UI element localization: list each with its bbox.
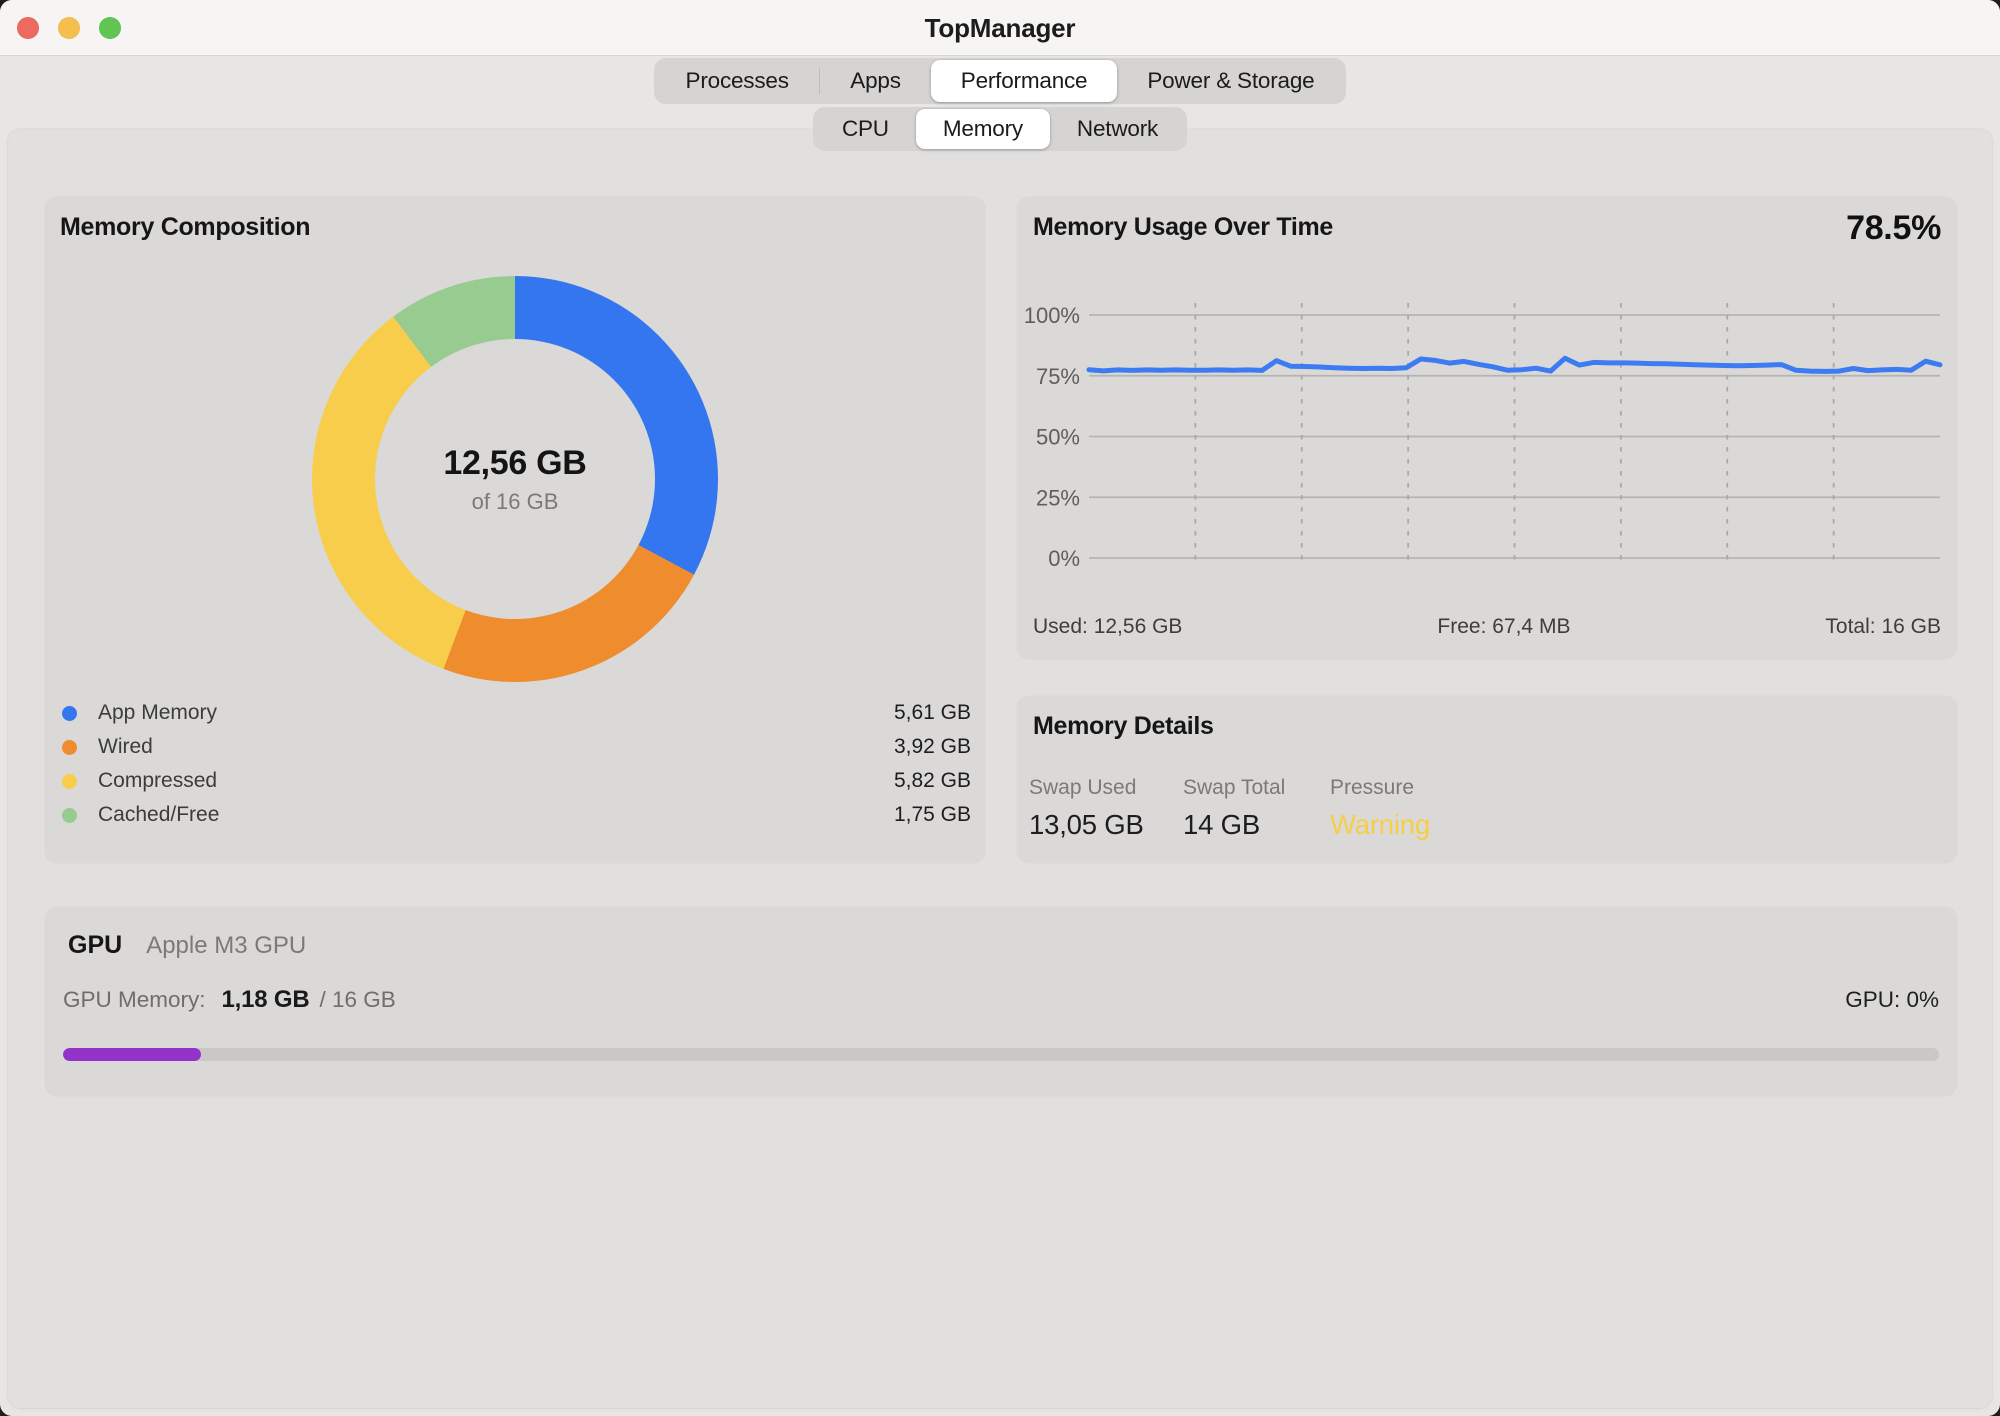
memory-usage-panel: Memory Usage Over Time 78.5% 100% 75% 50% 2… [1017,197,1957,659]
usage-used-stat: Used: 12,56 GB [1033,615,1183,638]
svg-text:25%: 25% [1036,485,1080,510]
sub-tab-bar: CPU Memory Network [0,107,2000,151]
usage-total-stat: Total: 16 GB [1825,615,1941,638]
gpu-name: Apple M3 GPU [146,932,307,959]
legend-dot-cached-free [62,807,77,823]
legend-value: 5,61 GB [893,701,971,724]
traffic-lights [17,0,121,56]
memory-used-value: 12,56 GB [443,443,587,482]
legend-row-wired: Wired 3,92 GB [62,730,971,764]
legend-value: 1,75 GB [893,803,971,826]
memory-usage-title: Memory Usage Over Time [1033,213,1334,241]
legend-dot-app-memory [62,705,77,721]
swap-used-label: Swap Used [1029,776,1137,799]
legend-value: 5,82 GB [893,769,971,792]
swap-total-column: Swap Total 14 GB [1183,776,1285,841]
legend-label: App Memory [98,701,218,724]
gpu-header: GPU Apple M3 GPU [68,931,306,960]
page: Processes Apps Performance Power & Stora… [0,57,2000,1416]
gpu-memory-bar-fill [63,1048,202,1061]
legend-label: Compressed [98,769,218,792]
legend-dot-compressed [62,773,77,789]
tab-memory[interactable]: Memory [915,109,1050,149]
svg-text:100%: 100% [1024,303,1080,328]
legend-row-app-memory: App Memory 5,61 GB [62,696,971,730]
gpu-memory-bar-track [63,1048,1939,1061]
gpu-memory-total: / 16 GB [319,987,396,1012]
tab-performance[interactable]: Performance [930,60,1118,102]
memory-donut-center: 12,56 GB of 16 GB [375,339,655,619]
swap-used-value: 13,05 GB [1029,809,1144,840]
memory-composition-title: Memory Composition [60,213,311,241]
segment-divider [818,68,821,94]
memory-total-caption: of 16 GB [471,488,559,514]
gpu-title: GPU [68,931,123,959]
title-bar: TopManager [0,0,2000,56]
legend-dot-wired [62,739,77,755]
tab-network[interactable]: Network [1076,116,1159,141]
gpu-usage-stat: GPU: 0% [1845,987,1939,1012]
svg-text:50%: 50% [1036,425,1080,450]
legend-row-cached-free: Cached/Free 1,75 GB [62,798,971,832]
pressure-status-badge: Warning [1330,809,1430,840]
svg-text:75%: 75% [1036,364,1080,389]
memory-donut-ring: 12,56 GB of 16 GB [312,276,718,682]
pressure-column: Pressure Warning [1330,776,1430,841]
swap-used-column: Swap Used 13,05 GB [1029,776,1144,841]
usage-free-stat: Free: 67,4 MB [1437,615,1571,638]
svg-text:0%: 0% [1048,546,1080,571]
memory-details-panel: Memory Details Swap Used 13,05 GB Swap T… [1017,696,1957,863]
memory-legend: App Memory 5,61 GB Wired 3,92 GB Compres… [62,696,971,832]
minimize-button[interactable] [58,17,80,39]
tab-power-storage[interactable]: Power & Storage [1147,68,1315,93]
memory-usage-current: 78.5% [1846,209,1941,247]
gpu-memory-row: GPU Memory: 1,18 GB / 16 GB GPU: 0% [63,986,1939,1014]
tab-cpu[interactable]: CPU [841,116,889,141]
tab-processes[interactable]: Processes [685,68,789,93]
zoom-button[interactable] [99,17,121,39]
legend-row-compressed: Compressed 5,82 GB [62,764,971,798]
legend-label: Wired [98,735,153,758]
close-button[interactable] [17,17,39,39]
gpu-panel: GPU Apple M3 GPU GPU Memory: 1,18 GB / 1… [45,907,1957,1096]
gpu-memory-used: 1,18 GB [221,986,310,1013]
usage-footer: Used: 12,56 GB Free: 67,4 MB Total: 16 G… [1033,615,1941,639]
content-container: Memory Composition 12,56 GB of 16 GB App… [8,129,1992,1408]
main-tab-bar: Processes Apps Performance Power & Stora… [0,58,2000,104]
memory-details-title: Memory Details [1033,712,1214,740]
usage-line-chart: 100% 75% 50% 25% 0% [1024,303,1943,571]
memory-composition-panel: Memory Composition 12,56 GB of 16 GB App… [45,197,985,863]
swap-total-label: Swap Total [1183,776,1286,799]
swap-total-value: 14 GB [1183,809,1260,840]
tab-apps[interactable]: Apps [850,68,901,93]
pressure-label: Pressure [1330,776,1415,799]
legend-label: Cached/Free [98,803,220,826]
window-title: TopManager [924,13,1076,43]
gpu-memory-label: GPU Memory: [63,987,206,1012]
legend-value: 3,92 GB [893,735,971,758]
